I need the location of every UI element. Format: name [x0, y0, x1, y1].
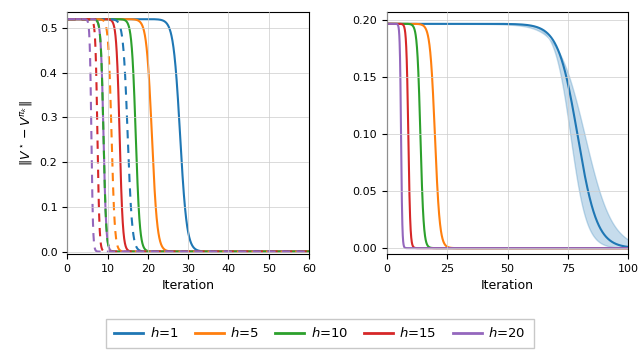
X-axis label: Iteration: Iteration [481, 279, 534, 292]
X-axis label: Iteration: Iteration [162, 279, 214, 292]
Y-axis label: $\|V^\star - V^{\pi_k}\|$: $\|V^\star - V^{\pi_k}\|$ [18, 100, 34, 166]
Legend: $h$=1, $h$=5, $h$=10, $h$=15, $h$=20: $h$=1, $h$=5, $h$=10, $h$=15, $h$=20 [106, 318, 534, 348]
